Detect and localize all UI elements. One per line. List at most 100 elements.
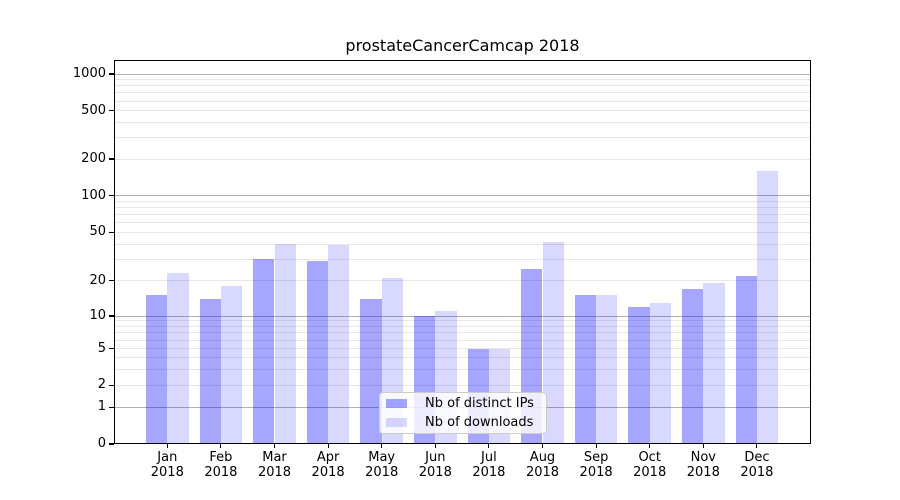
- gridline-minor: [114, 243, 811, 245]
- legend-label: Nb of distinct IPs: [425, 396, 534, 411]
- gridline-minor: [114, 231, 811, 233]
- y-axis-tick: [109, 110, 114, 112]
- x-tick-label: Jun 2018: [418, 450, 452, 480]
- x-axis-tick: [595, 444, 597, 448]
- gridline-major: [114, 315, 811, 317]
- x-tick-label: Mar 2018: [257, 450, 292, 480]
- gridline-minor: [114, 357, 811, 359]
- bar-nov-downloads: [703, 283, 725, 444]
- bar-oct-distinct-ips: [628, 306, 650, 444]
- y-tick-label: 20: [89, 272, 106, 288]
- legend-swatch-downloads: [386, 418, 407, 427]
- y-tick-label: 1: [97, 399, 106, 415]
- bar-oct-downloads: [649, 302, 672, 444]
- bar-apr-downloads: [328, 245, 350, 444]
- bar-feb-downloads: [220, 286, 243, 444]
- x-tick-label: Apr 2018: [311, 450, 345, 480]
- bar-sep-downloads: [596, 295, 618, 444]
- x-axis-tick: [541, 444, 544, 448]
- gridline-minor: [114, 320, 811, 322]
- legend-label: Nb of downloads: [425, 415, 534, 430]
- bar-sep-distinct-ips: [574, 295, 597, 444]
- gridline-minor: [114, 280, 811, 282]
- x-tick-label: Jul 2018: [472, 450, 506, 480]
- gridline-minor: [114, 110, 811, 112]
- gridline-minor: [114, 258, 811, 260]
- y-tick-label: 0: [97, 436, 106, 451]
- y-axis-tick: [109, 280, 114, 282]
- gridline-minor: [114, 92, 811, 94]
- x-tick-label: May 2018: [365, 450, 399, 480]
- y-axis-tick: [109, 231, 114, 233]
- y-tick-label: 50: [89, 224, 106, 240]
- x-tick-label: Sep 2018: [579, 450, 613, 480]
- y-axis-tick: [109, 195, 114, 197]
- x-tick-label: Feb 2018: [204, 450, 238, 480]
- bar-jan-distinct-ips: [145, 295, 168, 444]
- gridline-minor: [114, 85, 811, 87]
- bar-feb-distinct-ips: [199, 298, 221, 444]
- gridline-major: [114, 73, 811, 75]
- x-axis-tick: [327, 444, 329, 448]
- y-axis-tick: [109, 315, 114, 317]
- gridline-minor: [114, 348, 811, 350]
- y-tick-label: 100: [81, 187, 106, 203]
- gridline-minor: [114, 222, 811, 224]
- x-axis-tick: [649, 444, 651, 448]
- gridline-minor: [114, 326, 811, 328]
- y-axis-tick: [109, 348, 114, 350]
- x-axis-tick: [488, 444, 490, 448]
- x-axis-tick: [702, 444, 704, 448]
- bar-dec-distinct-ips: [735, 275, 757, 444]
- x-tick-label: Aug 2018: [525, 450, 560, 480]
- bar-dec-downloads: [756, 170, 779, 444]
- gridline-minor: [114, 384, 811, 386]
- x-axis-tick: [166, 444, 168, 448]
- x-tick-label: Oct 2018: [633, 450, 667, 480]
- bar-apr-distinct-ips: [306, 261, 329, 444]
- legend: Nb of distinct IPs Nb of downloads: [379, 392, 547, 434]
- y-tick-label: 1000: [72, 66, 106, 81]
- y-axis-tick: [109, 443, 114, 445]
- y-axis-tick: [109, 384, 114, 386]
- gridline-minor: [114, 137, 811, 139]
- x-tick-label: Dec 2018: [740, 450, 774, 480]
- gridline-minor: [114, 339, 811, 341]
- bar-may-distinct-ips: [360, 298, 382, 444]
- y-tick-label: 2: [97, 377, 106, 393]
- y-tick-label: 5: [97, 340, 106, 356]
- x-tick-label: Nov 2018: [686, 450, 720, 480]
- gridline-major: [114, 195, 811, 197]
- y-tick-label: 10: [89, 308, 106, 323]
- x-axis-tick: [381, 444, 383, 448]
- x-axis-tick: [434, 444, 436, 448]
- gridline-minor: [114, 200, 811, 202]
- gridline-minor: [114, 332, 811, 334]
- gridline-minor: [114, 121, 811, 123]
- gridline-minor: [114, 79, 811, 81]
- legend-swatch-distinct-ips: [386, 399, 407, 408]
- gridline-minor: [114, 206, 811, 208]
- legend-item: Nb of downloads: [380, 413, 546, 432]
- gridline-minor: [114, 158, 811, 160]
- bar-nov-distinct-ips: [681, 288, 704, 444]
- y-axis-tick: [109, 406, 114, 408]
- plot-area: [114, 60, 811, 444]
- y-axis-tick: [109, 158, 114, 160]
- y-tick-label: 500: [81, 102, 106, 118]
- bar-jan-downloads: [167, 273, 189, 444]
- gridline-minor: [114, 368, 811, 370]
- x-axis-tick: [220, 444, 222, 448]
- gridline-minor: [114, 214, 811, 216]
- y-tick-label: 200: [81, 151, 106, 166]
- gridline-minor: [114, 100, 811, 102]
- x-axis-tick: [756, 444, 758, 448]
- chart-title: prostateCancerCamcap 2018: [345, 36, 580, 55]
- bar-mar-downloads: [274, 244, 296, 444]
- y-axis-tick: [109, 73, 114, 75]
- bar-mar-distinct-ips: [253, 259, 275, 444]
- x-tick-label: Jan 2018: [150, 450, 184, 480]
- x-axis-tick: [273, 444, 276, 448]
- legend-item: Nb of distinct IPs: [380, 394, 546, 413]
